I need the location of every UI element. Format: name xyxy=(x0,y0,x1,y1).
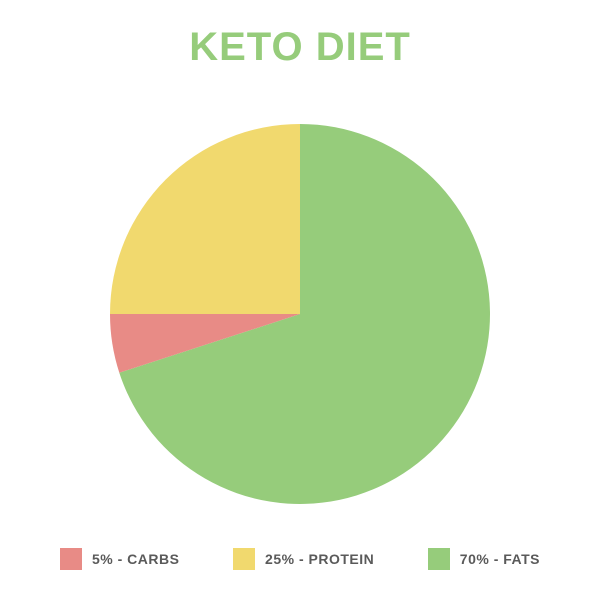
pie-slice-protein xyxy=(110,124,300,314)
legend: 5% - CARBS 25% - PROTEIN 70% - FATS xyxy=(50,548,550,570)
legend-item-carbs: 5% - CARBS xyxy=(60,548,179,570)
pie-chart-container xyxy=(100,90,500,538)
legend-swatch-fats xyxy=(428,548,450,570)
chart-title: KETO DIET xyxy=(189,25,411,70)
legend-swatch-protein xyxy=(233,548,255,570)
legend-label-carbs: 5% - CARBS xyxy=(92,551,179,567)
legend-swatch-carbs xyxy=(60,548,82,570)
legend-item-fats: 70% - FATS xyxy=(428,548,540,570)
pie-chart xyxy=(100,114,500,514)
legend-item-protein: 25% - PROTEIN xyxy=(233,548,374,570)
legend-label-fats: 70% - FATS xyxy=(460,551,540,567)
legend-label-protein: 25% - PROTEIN xyxy=(265,551,374,567)
